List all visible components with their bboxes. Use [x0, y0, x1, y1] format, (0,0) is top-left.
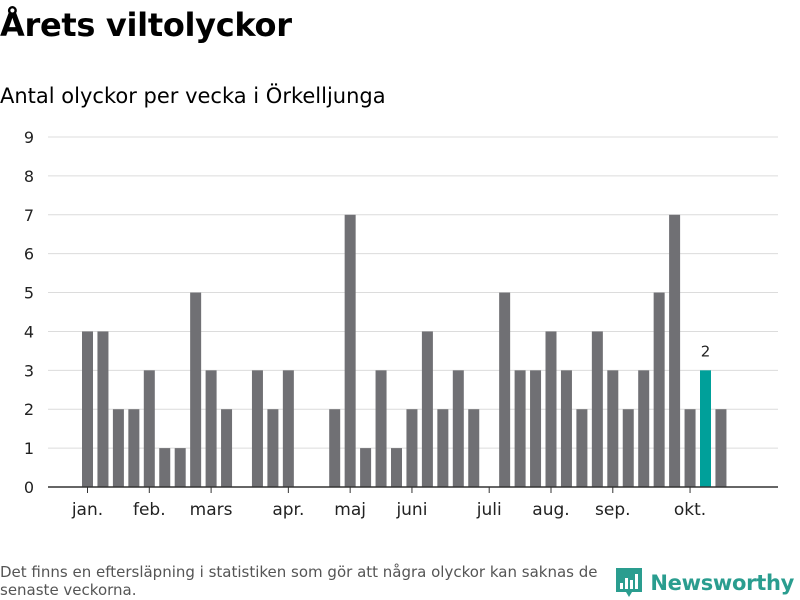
y-tick-label: 7	[24, 206, 34, 225]
y-tick-label: 3	[24, 361, 34, 380]
chart-title: Årets viltolyckor	[0, 6, 292, 44]
bar	[143, 370, 155, 487]
bar	[97, 331, 109, 487]
bar	[715, 409, 727, 487]
bar-highlight	[700, 370, 711, 487]
highlight-data-label: 2	[701, 342, 711, 360]
brand-name: Newsworthy	[650, 571, 794, 595]
bar	[174, 448, 186, 487]
x-tick-label: maj	[334, 500, 366, 520]
x-tick-label: aug.	[532, 500, 569, 520]
x-tick-label: jan.	[71, 500, 103, 520]
bar	[282, 370, 294, 487]
bar	[669, 214, 681, 487]
x-tick-label: apr.	[272, 500, 304, 520]
brand-logo[interactable]: Newsworthy	[616, 568, 794, 598]
bar	[468, 409, 480, 487]
bar	[375, 370, 387, 487]
bar	[406, 409, 418, 487]
chart-subtitle: Antal olyckor per vecka i Örkelljunga	[0, 84, 386, 108]
bar	[514, 370, 526, 487]
bar	[251, 370, 263, 487]
bar	[391, 448, 402, 487]
bar	[560, 370, 572, 487]
y-tick-label: 2	[24, 400, 34, 419]
x-tick-label: juni	[395, 500, 427, 520]
footnote: Det finns en eftersläpning i statistiken…	[0, 563, 598, 599]
x-tick-label: feb.	[133, 500, 166, 520]
y-tick-label: 4	[24, 322, 34, 341]
bar	[622, 409, 634, 487]
bar	[545, 331, 557, 487]
bar	[190, 292, 202, 487]
y-tick-label: 9	[24, 128, 34, 147]
bar	[576, 409, 588, 487]
newsworthy-chart-logo-icon	[616, 568, 643, 597]
bar	[205, 370, 217, 487]
bar	[638, 370, 650, 487]
bar	[329, 409, 341, 487]
bar	[591, 331, 603, 487]
x-tick-label: mars	[190, 500, 233, 520]
bar	[82, 331, 93, 487]
bar	[653, 292, 665, 487]
bar	[267, 409, 279, 487]
bar	[684, 409, 696, 487]
y-tick-label: 1	[24, 439, 34, 458]
bar	[607, 370, 619, 487]
bar	[344, 214, 356, 487]
bar	[437, 409, 449, 487]
bar	[360, 448, 372, 487]
bar	[421, 331, 433, 487]
y-tick-label: 8	[24, 167, 34, 186]
bar	[112, 409, 124, 487]
y-tick-label: 5	[24, 284, 34, 303]
x-tick-label: juli	[476, 500, 502, 520]
y-tick-label: 6	[24, 245, 34, 264]
x-tick-label: sep.	[595, 500, 631, 520]
bar	[530, 370, 542, 487]
bar	[221, 409, 233, 487]
bar	[159, 448, 171, 487]
bar	[128, 409, 140, 487]
bar	[499, 292, 511, 487]
x-tick-label: okt.	[674, 500, 706, 520]
y-tick-label: 0	[24, 478, 34, 497]
bar	[452, 370, 464, 487]
